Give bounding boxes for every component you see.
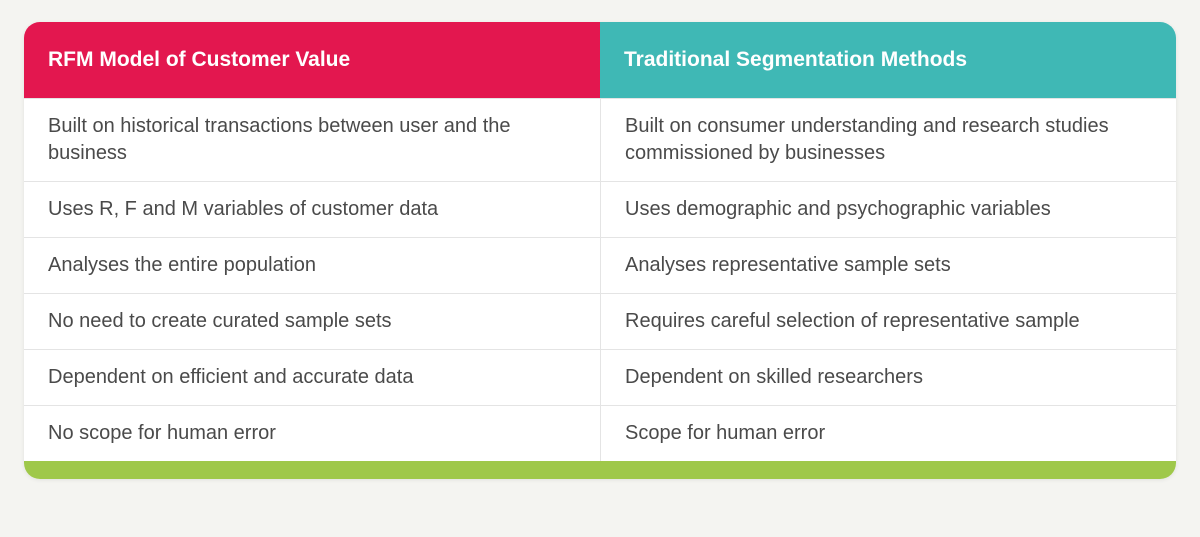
table-row: Built on historical transactions between… [24, 98, 1176, 181]
table-row: Analyses the entire population Analyses … [24, 237, 1176, 293]
header-right: Traditional Segmentation Methods [600, 22, 1176, 98]
table-row: No scope for human error Scope for human… [24, 405, 1176, 461]
cell-left: Built on historical transactions between… [24, 99, 600, 181]
cell-right: Uses demographic and psychographic varia… [600, 182, 1176, 237]
cell-right: Scope for human error [600, 406, 1176, 461]
table-footer-bar [24, 461, 1176, 479]
cell-left: No need to create curated sample sets [24, 294, 600, 349]
cell-left: Dependent on efficient and accurate data [24, 350, 600, 405]
cell-left: Analyses the entire population [24, 238, 600, 293]
comparison-table-card: RFM Model of Customer Value Traditional … [24, 22, 1176, 479]
table-header-row: RFM Model of Customer Value Traditional … [24, 22, 1176, 98]
cell-right: Analyses representative sample sets [600, 238, 1176, 293]
table-row: Dependent on efficient and accurate data… [24, 349, 1176, 405]
cell-right: Requires careful selection of representa… [600, 294, 1176, 349]
header-left: RFM Model of Customer Value [24, 22, 600, 98]
cell-left: Uses R, F and M variables of customer da… [24, 182, 600, 237]
table-row: No need to create curated sample sets Re… [24, 293, 1176, 349]
cell-right: Built on consumer understanding and rese… [600, 99, 1176, 181]
cell-right: Dependent on skilled researchers [600, 350, 1176, 405]
table-row: Uses R, F and M variables of customer da… [24, 181, 1176, 237]
cell-left: No scope for human error [24, 406, 600, 461]
